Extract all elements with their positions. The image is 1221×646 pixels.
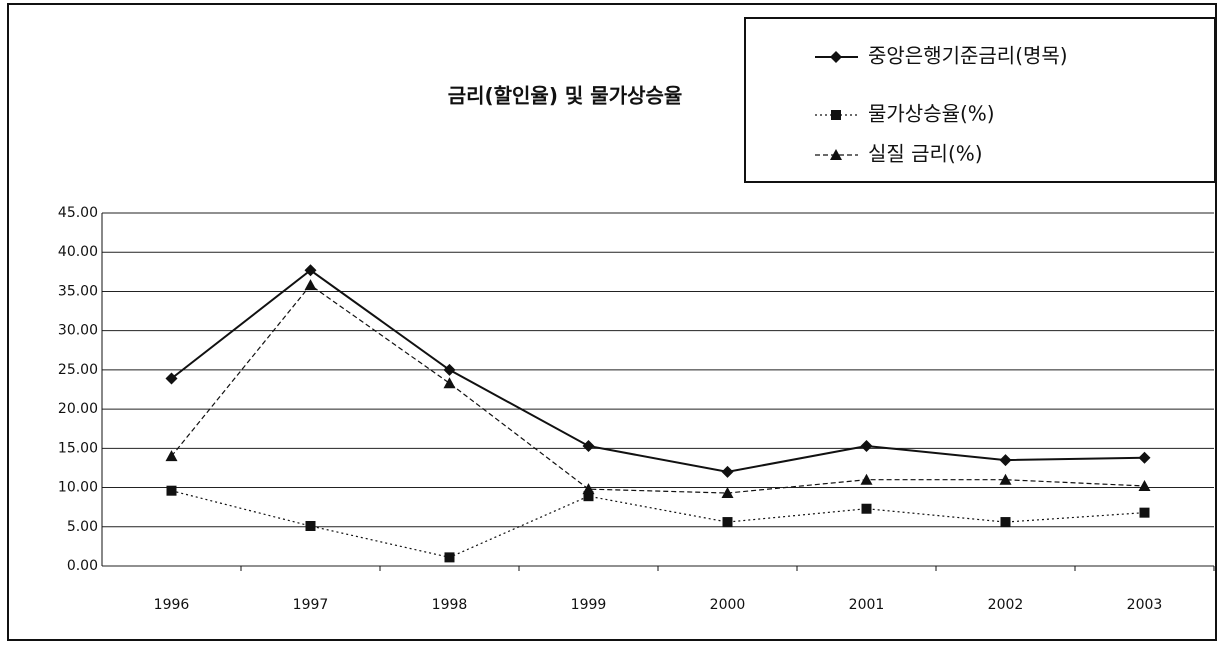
data-point [999, 454, 1012, 467]
data-point [582, 483, 595, 495]
legend-marker [830, 149, 842, 160]
data-point [304, 264, 317, 277]
data-point [304, 279, 317, 291]
data-point [999, 473, 1012, 485]
x-tick-label: 2001 [849, 597, 885, 613]
x-tick-label: 2000 [710, 597, 746, 613]
data-point [860, 473, 873, 485]
series-line [171, 284, 1145, 494]
legend-marker [830, 51, 842, 63]
data-point [1138, 479, 1151, 491]
data-point [166, 485, 177, 496]
y-tick-label: 20.00 [58, 401, 98, 417]
y-tick-label: 35.00 [58, 283, 98, 299]
y-tick-label: 0.00 [67, 558, 98, 574]
legend-label: 중앙은행기준금리(명목) [868, 44, 1068, 68]
y-tick-label: 45.00 [58, 205, 98, 221]
data-point [582, 439, 595, 452]
legend-label: 실질 금리(%) [868, 142, 983, 166]
data-point [721, 465, 734, 478]
data-point [443, 377, 456, 389]
x-tick-label: 1997 [293, 597, 329, 613]
y-tick-label: 10.00 [58, 480, 98, 496]
series-line [171, 490, 1145, 558]
x-tick-label: 2002 [988, 597, 1024, 613]
data-point [443, 363, 456, 376]
data-point [305, 520, 316, 531]
chart-frame [7, 3, 1217, 641]
data-point [1139, 507, 1150, 518]
chart-title: 금리(할인율) 및 물가상승율 [448, 84, 683, 108]
y-tick-label: 30.00 [58, 323, 98, 339]
x-tick-label: 1998 [432, 597, 468, 613]
y-tick-label: 25.00 [58, 362, 98, 378]
data-point [583, 491, 594, 502]
data-point [165, 372, 178, 385]
series-line [170, 269, 1145, 473]
data-point [444, 552, 455, 563]
data-point [722, 517, 733, 528]
data-point [165, 450, 178, 462]
data-point [1000, 517, 1011, 528]
y-tick-label: 5.00 [67, 519, 98, 535]
x-tick-label: 1996 [154, 597, 190, 613]
data-point [721, 487, 734, 499]
legend-marker [831, 110, 841, 120]
y-tick-label: 40.00 [58, 244, 98, 260]
data-point [861, 503, 872, 514]
x-tick-label: 1999 [571, 597, 607, 613]
x-tick-label: 2003 [1127, 597, 1163, 613]
data-point [1138, 451, 1151, 464]
y-tick-label: 15.00 [58, 440, 98, 456]
data-point [860, 439, 873, 452]
legend-label: 물가상승율(%) [868, 102, 995, 126]
